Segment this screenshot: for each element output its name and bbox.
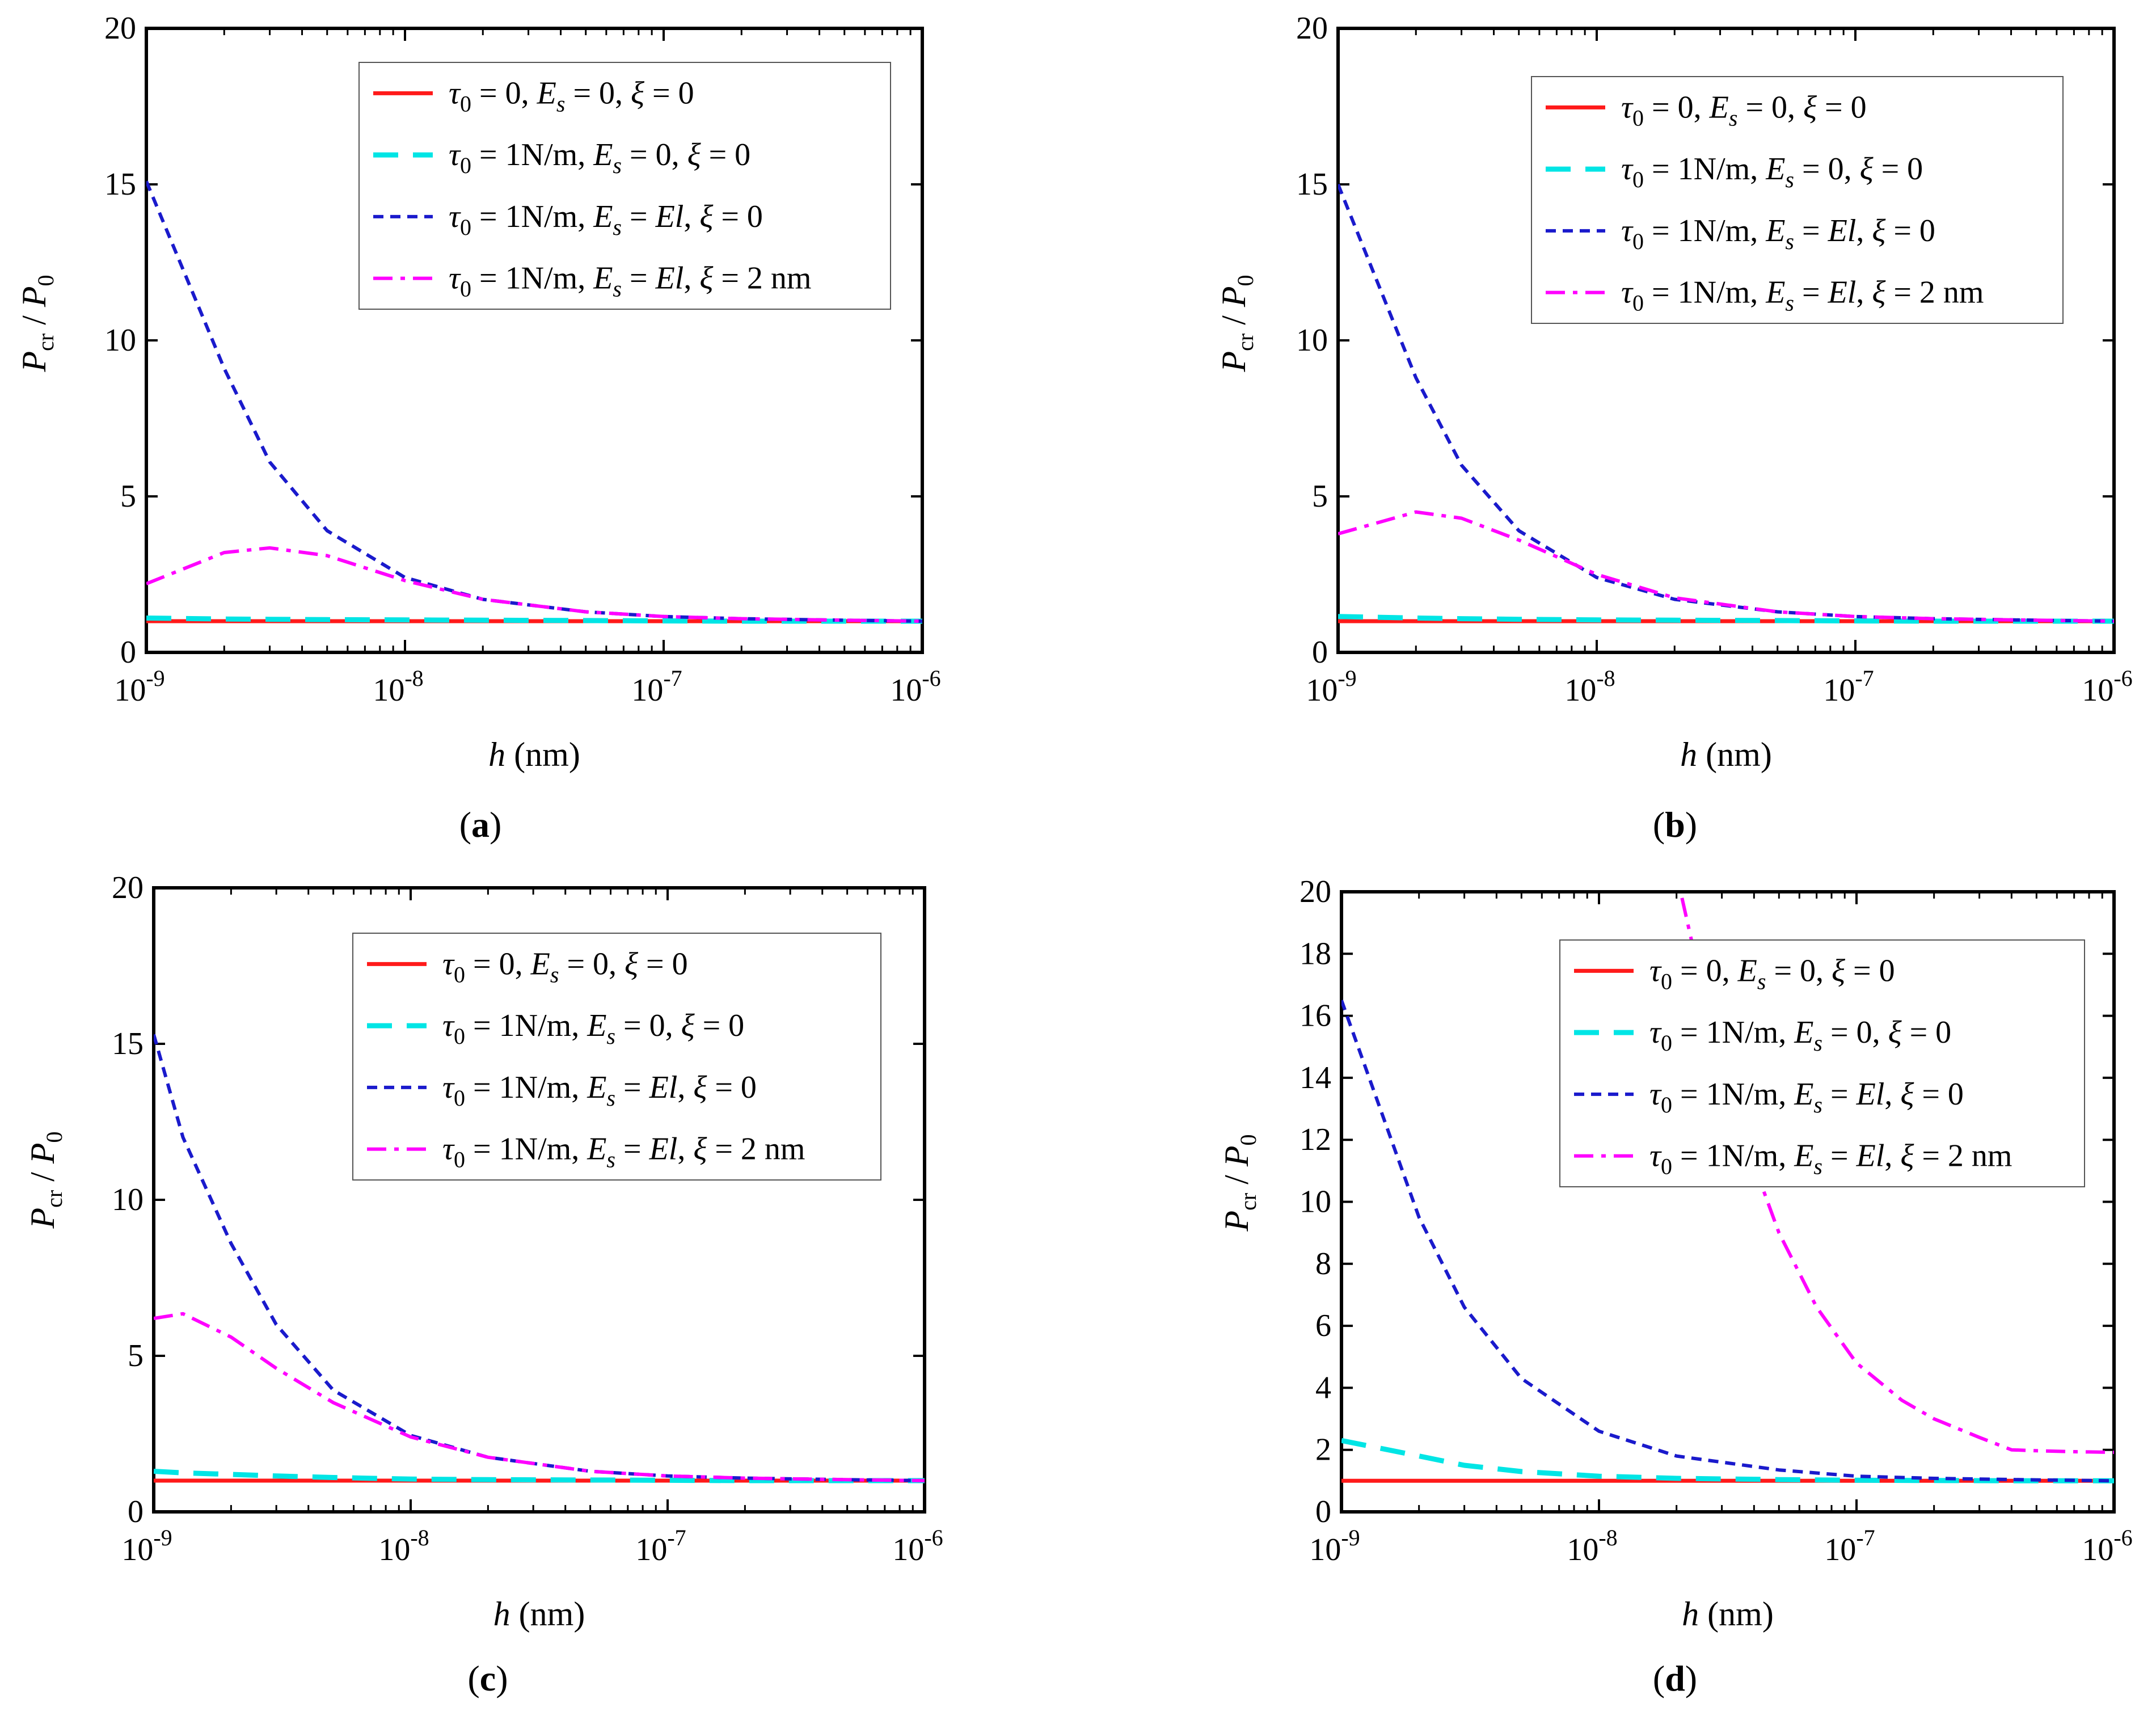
legend-label-3: τ0 = 1N/m, Es = El, ξ = 0 (1649, 1077, 1964, 1118)
legend-label-2: τ0 = 1N/m, Es = 0, ξ = 0 (442, 1008, 744, 1049)
y-tick-label: 6 (1315, 1308, 1331, 1343)
legend-label-4: τ0 = 1N/m, Es = El, ξ = 2 nm (1621, 275, 1984, 316)
series-line-3 (146, 180, 922, 623)
y-tick-label: 10 (112, 1182, 144, 1217)
x-axis-title: h (nm) (488, 736, 580, 773)
y-tick-label: 0 (1315, 1494, 1331, 1529)
y-tick-label: 12 (1299, 1122, 1331, 1157)
chart-panel-c: 0 5 10 15 20 10-9 10-8 10-7 10-6 h (nm) Pcr / P0 (c… (24, 870, 943, 1698)
legend-label-4: τ0 = 1N/m, Es = El, ξ = 2 nm (442, 1132, 805, 1173)
y-axis-title: Pcr / P0 (24, 1131, 67, 1229)
series-line-2 (1341, 1438, 2114, 1483)
series-line-2 (1338, 614, 2114, 624)
y-tick-label: 20 (104, 11, 136, 46)
series-line-4 (1338, 510, 2114, 623)
y-tick-label: 2 (1315, 1432, 1331, 1468)
series-group (154, 1034, 925, 1483)
y-tick-label: 15 (104, 167, 136, 202)
y-tick-label: 20 (1296, 11, 1328, 46)
y-tick-label: 5 (128, 1338, 144, 1373)
chart-panel-a: 0 5 10 15 20 10-9 10-8 10-7 10-6 h (nm) Pcr / P0 (a… (15, 11, 941, 845)
legend-label-3: τ0 = 1N/m, Es = El, ξ = 0 (1621, 213, 1935, 254)
x-tick-label: 10-7 (631, 665, 682, 708)
legend-label-1: τ0 = 0, Es = 0, ξ = 0 (449, 75, 694, 116)
y-tick-label: 8 (1315, 1246, 1331, 1282)
y-axis-title: Pcr / P0 (15, 275, 58, 372)
x-tick-label: 10-8 (1564, 665, 1615, 708)
series-group (146, 180, 922, 624)
series-line-4 (146, 546, 922, 623)
y-tick-label: 18 (1299, 936, 1331, 971)
x-axis-title: h (nm) (1682, 1595, 1774, 1633)
y-axis-title: Pcr / P0 (1215, 275, 1258, 372)
x-tick-label: 10-7 (1824, 1525, 1875, 1567)
chart-panel-d: 0 2 4 6 8 10 12 14 16 18 20 10-9 10-8 10-7 10-6 h (nm) P… (1218, 874, 2133, 1698)
y-tick-label: 16 (1299, 998, 1331, 1034)
legend: τ0 = 0, Es = 0, ξ = 0 τ0 = 1N/m, Es = 0, … (352, 933, 881, 1181)
y-tick-label: 20 (1299, 874, 1331, 909)
series-line-2 (154, 1469, 925, 1483)
x-tick-label: 10-9 (121, 1525, 172, 1567)
series-line-2 (146, 616, 922, 624)
legend: τ0 = 0, Es = 0, ξ = 0 τ0 = 1N/m, Es = 0, … (358, 62, 891, 310)
x-axis-title: h (nm) (493, 1595, 585, 1633)
y-tick-label: 0 (120, 635, 136, 670)
legend-label-3: τ0 = 1N/m, Es = El, ξ = 0 (442, 1070, 757, 1111)
x-axis-title: h (nm) (1680, 736, 1772, 773)
legend-box (1531, 76, 2064, 324)
legend: τ0 = 0, Es = 0, ξ = 0 τ0 = 1N/m, Es = 0, … (1559, 939, 2085, 1187)
panel-label: (d) (1653, 1658, 1697, 1698)
y-tick-label: 10 (1296, 323, 1328, 358)
x-tick-label: 10-8 (378, 1525, 429, 1567)
x-tick-label: 10-8 (1567, 1525, 1617, 1567)
series-line-3 (1341, 1000, 2114, 1483)
panel-label: (b) (1653, 804, 1697, 845)
x-tick-label: 10-7 (1823, 665, 1874, 708)
legend: τ0 = 0, Es = 0, ξ = 0 τ0 = 1N/m, Es = 0, … (1531, 76, 2064, 324)
series-line-4 (154, 1312, 925, 1482)
panel-label: (c) (467, 1658, 508, 1698)
legend-label-1: τ0 = 0, Es = 0, ξ = 0 (442, 946, 688, 987)
legend-label-2: τ0 = 1N/m, Es = 0, ξ = 0 (1649, 1015, 1951, 1056)
series-group (1338, 183, 2114, 624)
y-tick-label: 0 (1312, 635, 1328, 670)
x-tick-label: 10-6 (2082, 1525, 2132, 1567)
y-tick-label: 4 (1315, 1370, 1331, 1405)
x-tick-label: 10-6 (2082, 665, 2132, 708)
chart-panel-b: 0 5 10 15 20 10-9 10-8 10-7 10-6 h (nm) Pcr / P0 (b… (1215, 11, 2133, 845)
x-tick-label: 10-9 (114, 665, 164, 708)
legend-label-1: τ0 = 0, Es = 0, ξ = 0 (1649, 953, 1895, 994)
x-tick-label: 10-6 (890, 665, 940, 708)
legend-label-2: τ0 = 1N/m, Es = 0, ξ = 0 (1621, 151, 1923, 192)
legend-box (352, 933, 881, 1181)
x-tick-label: 10-9 (1309, 1525, 1360, 1567)
legend-label-2: τ0 = 1N/m, Es = 0, ξ = 0 (449, 137, 750, 178)
y-tick-label: 5 (1312, 479, 1328, 514)
y-tick-label: 5 (120, 479, 136, 514)
legend-box (1559, 939, 2085, 1187)
y-axis-title: Pcr / P0 (1218, 1134, 1261, 1232)
y-tick-label: 10 (1299, 1185, 1331, 1220)
y-tick-label: 10 (104, 323, 136, 358)
y-tick-label: 14 (1299, 1060, 1331, 1095)
legend-label-4: τ0 = 1N/m, Es = El, ξ = 2 nm (449, 261, 811, 302)
y-tick-label: 15 (112, 1026, 144, 1061)
y-tick-label: 15 (1296, 167, 1328, 202)
legend-box (358, 62, 891, 310)
x-tick-label: 10-6 (892, 1525, 943, 1567)
x-tick-label: 10-8 (373, 665, 423, 708)
legend-label-1: τ0 = 0, Es = 0, ξ = 0 (1621, 90, 1867, 130)
y-tick-label: 20 (112, 870, 144, 905)
legend-label-4: τ0 = 1N/m, Es = El, ξ = 2 nm (1649, 1139, 2012, 1179)
x-tick-label: 10-9 (1306, 665, 1356, 708)
x-tick-label: 10-7 (635, 1525, 686, 1567)
legend-label-3: τ0 = 1N/m, Es = El, ξ = 0 (449, 199, 763, 240)
y-tick-label: 0 (128, 1494, 144, 1529)
panel-label: (a) (459, 804, 502, 845)
